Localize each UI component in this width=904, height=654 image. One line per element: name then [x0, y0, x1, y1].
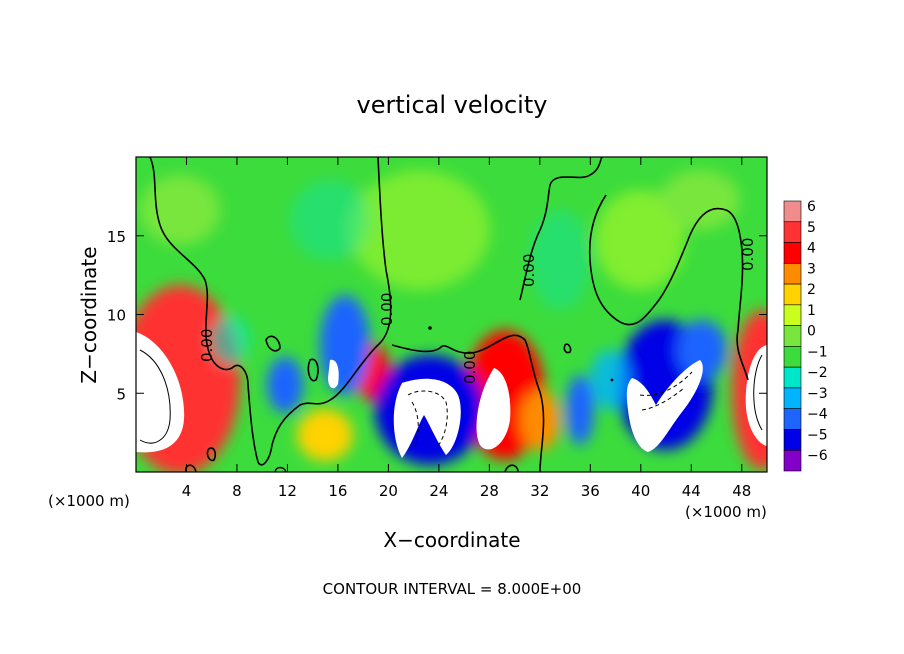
y-axis-label: Z−coordinate: [77, 246, 101, 383]
zero-contours: [149, 157, 749, 472]
x-tick-label: 4: [182, 482, 192, 500]
colorbar-swatch: [783, 408, 802, 430]
colorbar-label: 0: [807, 324, 816, 340]
colorbar-swatch: [783, 387, 802, 409]
contour-label: 0.00: [461, 351, 479, 384]
colorbar-swatch: [783, 449, 802, 472]
x-tick-label: 28: [480, 482, 499, 500]
colorbar-swatch: [783, 429, 802, 451]
x-tick-label: 24: [429, 482, 448, 500]
x-tick-label: 40: [631, 482, 650, 500]
core-downdraft-16: [328, 359, 339, 389]
contour-point: [610, 378, 614, 382]
colorbar-swatch: [783, 325, 802, 347]
x-tick-label: 16: [328, 482, 347, 500]
x-tick-label: 36: [581, 482, 600, 500]
y-tick-label: 5: [116, 385, 126, 403]
colorbar-label: 4: [807, 241, 816, 257]
core-updraft-left: [136, 332, 185, 453]
colorbar-label: −3: [807, 386, 828, 402]
contour-point: [428, 326, 432, 330]
colorbar-label: 6: [807, 199, 816, 215]
colorbar-label: −4: [807, 407, 828, 423]
y-axis: 5 10 15: [107, 228, 767, 403]
plot-area: [136, 157, 767, 472]
contour-labels: 0.00 0.00 0.00 0.00 0.00: [198, 238, 757, 384]
colorbar-swatch: [783, 346, 802, 368]
colorbar-swatch: [783, 263, 802, 285]
colorbar-swatch: [783, 366, 802, 389]
x-axis: 4 8 12 16 20 24 28 32 36 40 44 48: [182, 157, 751, 500]
core-updraft-right: [745, 345, 767, 446]
x-tick-label: 32: [530, 482, 549, 500]
x-tick-label: 20: [379, 482, 398, 500]
positive-contours: [139, 349, 763, 444]
colorbar-label: −1: [807, 344, 828, 360]
x-tick-label: 48: [732, 482, 751, 500]
core-downdraft-41: [626, 360, 703, 452]
colorbar-label: 3: [807, 261, 816, 277]
x-tick-label: 12: [278, 482, 297, 500]
colorbar-label: 1: [807, 303, 816, 319]
colorbar-swatch: [783, 242, 802, 264]
y-tick-label: 15: [107, 228, 126, 246]
colorbar-label: 2: [807, 282, 816, 298]
x-unit-right: (×1000 m): [685, 503, 767, 521]
contour-label: 0.00: [378, 293, 396, 326]
negative-contours: [407, 371, 693, 449]
colorbar-swatch: [783, 304, 802, 326]
contour-label: 0.00: [520, 254, 538, 287]
colorbar-swatch: [783, 200, 802, 223]
x-tick-label: 44: [682, 482, 701, 500]
colorbar-label: −5: [807, 427, 828, 443]
x-axis-label: X−coordinate: [383, 528, 520, 552]
contour-label: 0.00: [198, 329, 216, 362]
colorbar-swatch: [783, 221, 802, 243]
chart-title: vertical velocity: [357, 91, 548, 119]
y-tick-label: 10: [107, 307, 126, 325]
colorbar-label: −6: [807, 448, 828, 464]
colorbar-swatch: [783, 283, 802, 306]
contour-interval-note: CONTOUR INTERVAL = 8.000E+00: [323, 580, 582, 598]
contour-label: 0.00: [739, 238, 757, 271]
core-updraft-28: [476, 368, 511, 450]
x-tick-label: 8: [232, 482, 242, 500]
x-unit-left: (×1000 m): [48, 492, 130, 510]
colorbar: 6 5 4 3 2 1 0 −1 −2 −3 −4 −5 −6: [783, 199, 828, 472]
colorbar-label: 5: [807, 220, 816, 236]
colorbar-label: −2: [807, 365, 828, 381]
